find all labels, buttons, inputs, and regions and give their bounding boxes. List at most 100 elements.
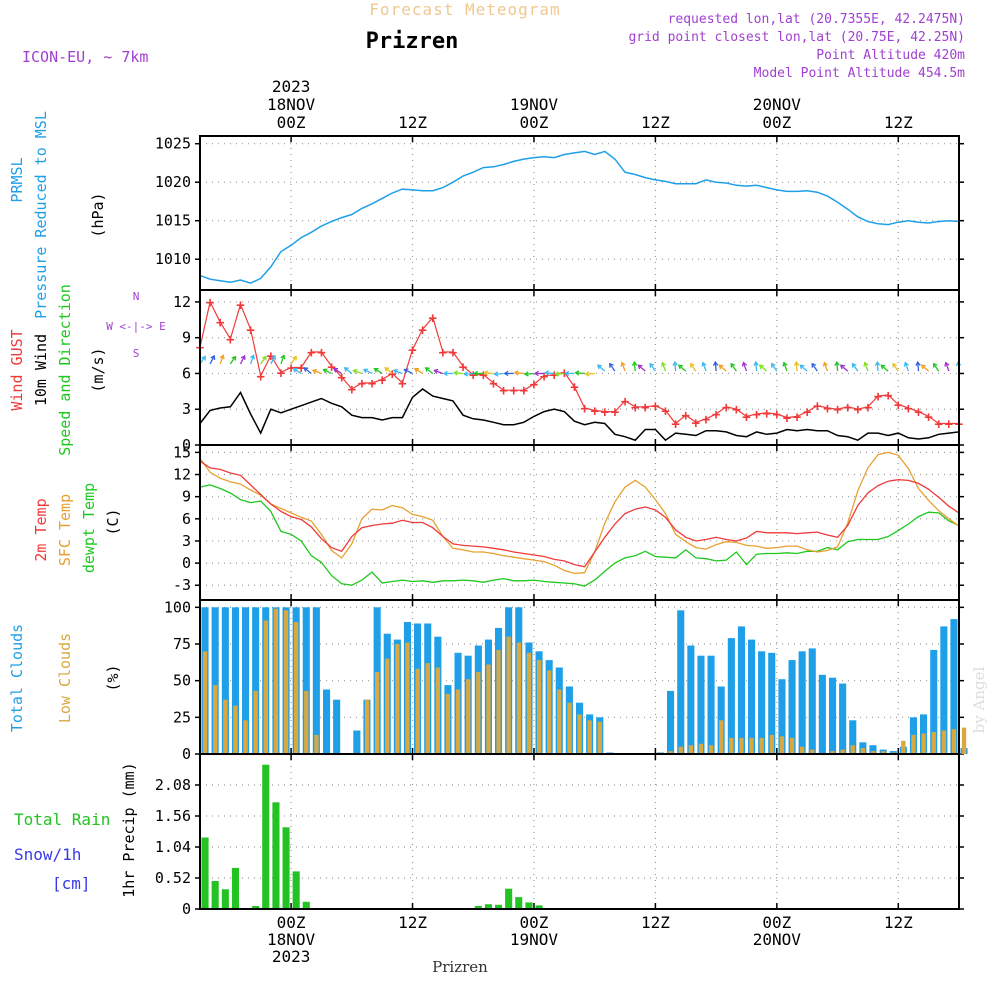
low-cloud-bar <box>577 714 582 754</box>
gust-marker: + <box>742 409 750 425</box>
total-cloud-bar <box>849 720 857 754</box>
wind-direction-arrow <box>811 363 818 372</box>
low-cloud-bar <box>759 737 764 754</box>
total-cloud-bar <box>839 683 847 754</box>
total-cloud-bar <box>808 648 816 754</box>
gust-marker: + <box>702 412 710 428</box>
wind-direction-arrowhead <box>413 368 419 373</box>
wind-direction-arrow <box>374 368 383 375</box>
wind-direction-arrow <box>545 372 555 375</box>
gust-marker: + <box>641 400 649 416</box>
low-cloud-bar <box>810 749 815 754</box>
low-cloud-bar <box>415 668 420 754</box>
low-cloud-bar <box>860 748 865 754</box>
low-cloud-bar <box>830 751 835 754</box>
gust-marker: + <box>388 366 396 382</box>
precip-unit: 1hr Precip (mm) <box>120 762 138 897</box>
low-cloud-bar <box>516 642 521 754</box>
clouds-panel: 0 25 50 75 100 <box>164 598 968 763</box>
total-cloud-bar <box>697 655 705 754</box>
low-cloud-bar <box>506 636 511 754</box>
y-tick-label: 75 <box>173 635 191 653</box>
rain-bar <box>505 888 513 909</box>
wind-direction-arrow <box>661 362 667 372</box>
model-altitude: Model Point Altitude 454.5m <box>754 66 965 81</box>
low-cloud-bar <box>789 737 795 754</box>
wind-direction-arrowhead <box>303 367 309 372</box>
temp-label-1: 2m Temp <box>32 498 50 561</box>
gust-marker: + <box>540 369 548 385</box>
low-cloud-bar <box>769 734 774 754</box>
total-cloud-bar <box>737 626 745 754</box>
wind-direction-arrow <box>892 363 899 372</box>
gust-marker: + <box>408 343 416 359</box>
low-cloud-bar <box>881 751 886 754</box>
wind-direction-arrow <box>303 367 312 374</box>
wind-direction-arrowhead <box>271 354 276 360</box>
gust-marker: + <box>216 315 224 331</box>
temp-panel-labels: 2m Temp SFC Temp dewpt Temp (C) <box>32 483 122 573</box>
wind-direction-arrow <box>876 362 879 372</box>
wind-direction-arrowhead <box>564 370 570 377</box>
wind-direction-arrowhead <box>944 361 950 367</box>
gust-marker: + <box>287 361 295 377</box>
total-cloud-bar <box>768 652 776 754</box>
gust-marker: + <box>358 376 366 392</box>
gust-marker: + <box>206 295 214 311</box>
total-cloud-bar <box>930 649 938 754</box>
top-axis-label: 00Z <box>520 113 549 132</box>
wind-direction-arrow <box>702 362 707 372</box>
gust-marker: + <box>398 376 406 392</box>
wind-direction-arrow <box>921 364 930 372</box>
bottom-axis-label: 2023 <box>272 947 311 966</box>
clouds-unit: (%) <box>104 664 122 691</box>
faded-title: Forecast Meteogram <box>369 0 560 19</box>
rain-bar <box>525 902 533 909</box>
wind-label-1: Wind GUST <box>8 329 26 410</box>
gust-marker: + <box>692 415 700 431</box>
wind-direction-arrow <box>363 368 373 375</box>
panel-frame <box>199 289 960 446</box>
wind-direction-arrowhead <box>701 361 707 367</box>
y-tick-label: -3 <box>173 576 191 594</box>
gust-marker: + <box>935 417 943 433</box>
low-cloud-bar <box>567 702 572 754</box>
low-cloud-bar <box>931 732 936 754</box>
watermark: by Angel <box>970 666 988 733</box>
wind-direction-arrow <box>484 372 494 375</box>
wind-direction-arrowhead <box>201 355 206 361</box>
temp-label-2: SFC Temp <box>56 494 74 566</box>
wind-direction-arrowhead <box>758 364 764 370</box>
compass-south: S <box>133 347 140 360</box>
low-cloud-bar <box>840 749 845 754</box>
total-cloud-bar <box>677 610 685 754</box>
wind-direction-arrowhead <box>352 368 358 374</box>
requested-coords: requested lon,lat (20.7355E, 42.2475N) <box>668 12 965 27</box>
compass-west-east: W <-|-> E <box>106 320 166 333</box>
panel-frame <box>199 753 960 910</box>
wind-direction-arrowhead <box>384 367 390 372</box>
wind-direction-arrow <box>836 362 839 372</box>
bottom-axis-label: 20NOV <box>753 930 802 949</box>
wind-direction-arrowhead <box>677 364 683 370</box>
gust-marker: + <box>327 359 335 375</box>
wind-direction-arrowhead <box>403 368 409 374</box>
wind-direction-arrow <box>742 362 748 372</box>
y-tick-label: 0 <box>182 745 191 763</box>
wind-direction-arrow <box>904 362 910 372</box>
gust-marker: + <box>449 345 457 361</box>
wind-direction-arrowhead <box>753 360 759 366</box>
rain-bar <box>221 889 229 909</box>
wind-direction-arrowhead <box>730 362 736 368</box>
low-cloud-bar <box>536 660 542 754</box>
wind-direction-arrowhead <box>343 367 349 372</box>
total-cloud-bar <box>687 645 695 754</box>
gust-marker: + <box>459 359 467 375</box>
low-cloud-bar <box>486 664 491 754</box>
wind-direction-arrowhead <box>292 368 298 373</box>
bottom-axis-label: 19NOV <box>510 930 559 949</box>
total-cloud-bar <box>829 677 837 754</box>
wind-direction-arrowhead <box>811 362 817 368</box>
wind-direction-arrow <box>771 363 778 372</box>
